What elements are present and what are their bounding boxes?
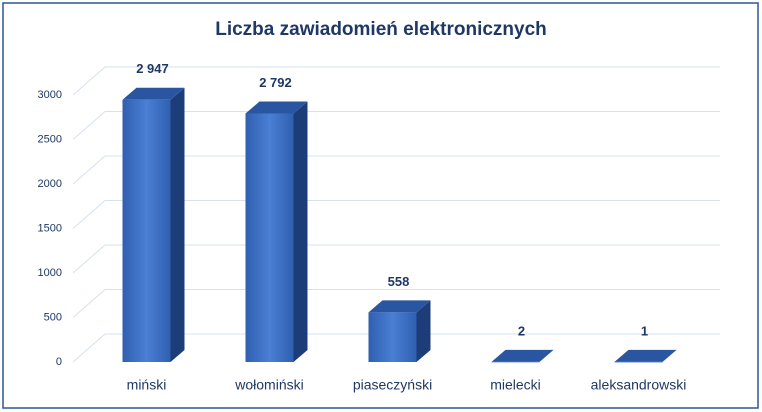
y-tick-label: 0 [56,356,62,368]
y-tick-label: 500 [44,311,62,323]
y-tick-label: 1500 [38,222,62,234]
bar-side [539,349,554,362]
bar [614,361,663,363]
bar [491,361,540,363]
bar-top [245,101,308,114]
grid-line [72,289,720,318]
x-tick-label: aleksandrowski [591,377,687,393]
grid-line [72,333,720,363]
data-label: 2 947 [136,61,169,76]
data-label: 2 [518,323,525,338]
y-tick-label: 2000 [38,178,62,190]
x-tick-label: mielecki [490,377,541,393]
bar-side [170,87,185,362]
bar [122,99,171,362]
bar-top [368,300,431,313]
grid-line [72,155,720,185]
bar-top [614,349,677,362]
grid-line [72,244,720,274]
x-tick-label: miński [127,377,167,393]
bar-top [491,349,554,362]
y-tick-label: 3000 [38,89,62,101]
chart-title: Liczba zawiadomień elektronicznych [215,19,547,40]
x-tick-label: wołomiński [234,377,303,393]
grid-line [72,111,720,140]
data-label: 558 [388,274,410,289]
grid-line [72,66,720,96]
grid-line [72,200,720,229]
bar [245,113,294,363]
bar-top [122,87,185,100]
data-label: 1 [641,323,648,338]
data-label: 2 792 [259,75,292,90]
bar-side [293,101,308,363]
bar [368,312,417,362]
y-tick-label: 2500 [38,133,62,145]
bar-side [662,349,677,362]
y-tick-label: 1000 [38,267,62,279]
bar-side [416,300,431,362]
x-tick-label: piaseczyński [353,377,432,393]
